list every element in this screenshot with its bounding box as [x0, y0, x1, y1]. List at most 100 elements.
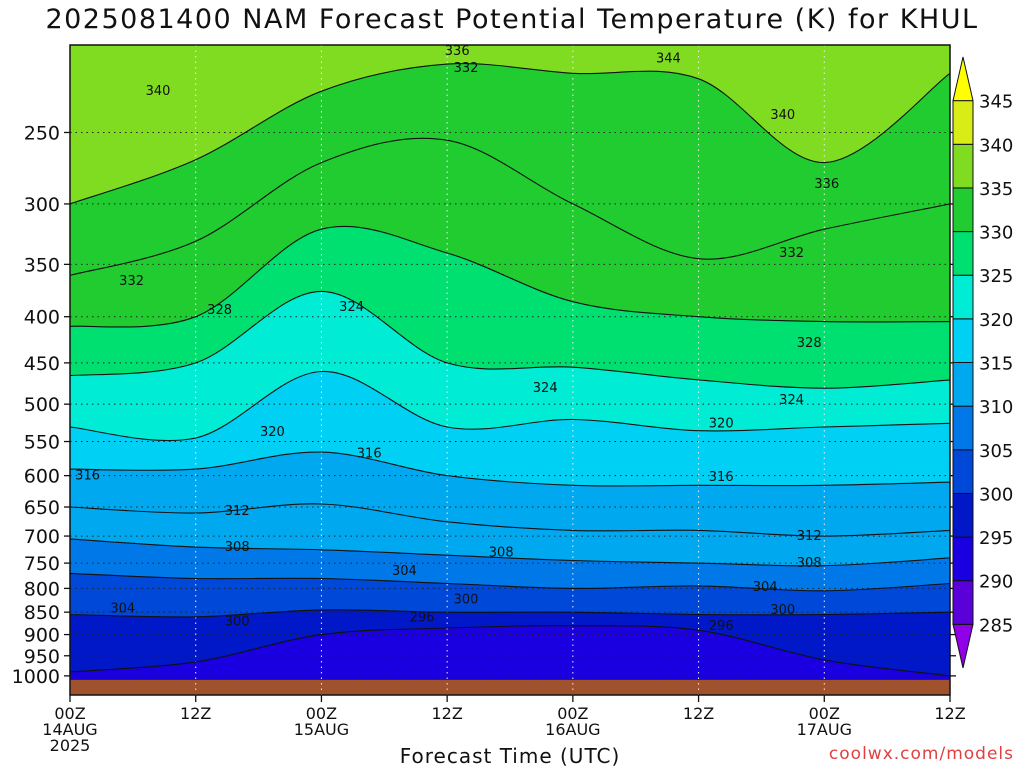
contour-label-316: 316	[75, 469, 100, 484]
chart-title: 2025081400 NAM Forecast Potential Temper…	[45, 4, 979, 35]
contour-328	[70, 225, 950, 328]
contour-label-332: 332	[119, 274, 144, 289]
fill-band-296	[70, 625, 950, 695]
credit-link[interactable]: coolwx.com/models	[828, 744, 1014, 764]
y-tick-label: 350	[24, 254, 60, 276]
y-tick-label: 1000	[12, 666, 60, 688]
colorbar-tick-label: 300	[979, 484, 1013, 505]
contour-label-312: 312	[225, 504, 250, 519]
contour-label-336: 336	[445, 44, 470, 59]
contour-312	[70, 503, 950, 537]
y-tick-label: 950	[24, 646, 60, 668]
y-tick-label: 900	[24, 625, 60, 647]
x-tick-day-label: 17AUG	[797, 720, 852, 739]
y-tick-label: 850	[24, 602, 60, 624]
contour-308	[70, 538, 950, 567]
contour-label-340: 340	[146, 84, 171, 99]
contour-336	[70, 63, 950, 205]
colorbar-tick-label: 315	[979, 354, 1013, 375]
contour-label-324: 324	[339, 300, 364, 315]
colorbar-segment	[952, 405, 974, 451]
contour-label-316: 316	[357, 446, 382, 461]
colorbar-segment	[952, 100, 974, 145]
y-axis: 2503003504004505005506006507007508008509…	[12, 122, 956, 688]
x-tick-day-label: 15AUG	[294, 720, 349, 739]
theta-contours	[70, 45, 950, 677]
x-tick-label: 00Z	[809, 704, 840, 723]
contour-label-320: 320	[709, 416, 734, 431]
x-tick-label: 12Z	[431, 704, 462, 723]
contour-320	[70, 370, 950, 442]
colorbar-segment	[952, 187, 974, 233]
x-tick-day-label: 16AUG	[545, 720, 600, 739]
x-tick-label: 00Z	[54, 704, 85, 723]
contour-label-300: 300	[770, 603, 795, 618]
x-tick-label: 12Z	[180, 704, 211, 723]
x-tick-label: 12Z	[683, 704, 714, 723]
y-tick-label: 800	[24, 578, 60, 600]
contour-304	[70, 572, 950, 592]
y-tick-label: 750	[24, 553, 60, 575]
contour-296	[70, 625, 950, 677]
contour-label-328: 328	[207, 303, 232, 318]
plot-frame	[69, 44, 951, 696]
contour-label-296: 296	[709, 619, 734, 634]
colorbar-segment	[952, 580, 974, 625]
colorbar-tick-label: 345	[979, 92, 1013, 113]
contour-332	[70, 137, 950, 276]
theta-fills	[70, 45, 950, 695]
contour-label-328: 328	[797, 336, 822, 351]
contour-label-320: 320	[260, 425, 285, 440]
contour-label-308: 308	[489, 546, 514, 561]
colorbar-segment	[952, 449, 974, 494]
y-tick-label: 300	[24, 194, 60, 216]
x-tick-label: 00Z	[557, 704, 588, 723]
colorbar-segment	[952, 56, 974, 102]
contour-label-316: 316	[709, 470, 734, 485]
contour-label-304: 304	[110, 601, 135, 616]
colorbar-segment	[952, 492, 974, 538]
colorbar-segment	[952, 143, 974, 189]
colorbar-tick-label: 340	[979, 135, 1013, 156]
ground-layer	[70, 679, 950, 695]
y-tick-label: 600	[24, 466, 60, 488]
colorbar-tick-label: 285	[979, 615, 1013, 636]
colorbar-tick-label: 335	[979, 179, 1013, 200]
x-axis-label: Forecast Time (UTC)	[399, 744, 621, 768]
contour-label-304: 304	[392, 564, 417, 579]
x-tick-label: 12Z	[934, 704, 965, 723]
contour-324	[70, 290, 950, 389]
colorbar-tick-label: 330	[979, 223, 1013, 244]
y-tick-label: 700	[24, 526, 60, 548]
colorbar-tick-label: 325	[979, 266, 1013, 287]
contour-label-296: 296	[410, 611, 435, 626]
contour-300	[70, 609, 950, 618]
colorbar-segment	[952, 318, 974, 364]
contour-label-304: 304	[753, 580, 778, 595]
colorbar-tick-label: 320	[979, 310, 1013, 331]
contour-label-300: 300	[225, 614, 250, 629]
contour-label-332: 332	[779, 246, 804, 261]
ground-fill	[70, 679, 950, 695]
x-tick-day-label: 14AUG	[42, 720, 97, 739]
colorbar-tick-label: 290	[979, 572, 1013, 593]
colorbar-tick-label: 310	[979, 397, 1013, 418]
y-tick-label: 650	[24, 497, 60, 519]
contour-316	[70, 451, 950, 487]
contour-label-332: 332	[454, 61, 479, 76]
x-tick-label: 00Z	[306, 704, 337, 723]
y-tick-label: 550	[24, 432, 60, 454]
y-tick-label: 500	[24, 394, 60, 416]
contour-label-324: 324	[779, 393, 804, 408]
colorbar-segment	[952, 536, 974, 582]
contour-label-336: 336	[814, 177, 839, 192]
contour-label-324: 324	[533, 381, 558, 396]
contour-label-308: 308	[225, 540, 250, 555]
y-tick-label: 450	[24, 353, 60, 375]
x-tick-year-label: 2025	[50, 736, 91, 755]
colorbar-segment	[952, 362, 974, 407]
colorbar: 285 290 295 300 305 310 315 320 325 330 335 340 345	[952, 56, 1013, 669]
colorbar-segment	[952, 231, 974, 276]
